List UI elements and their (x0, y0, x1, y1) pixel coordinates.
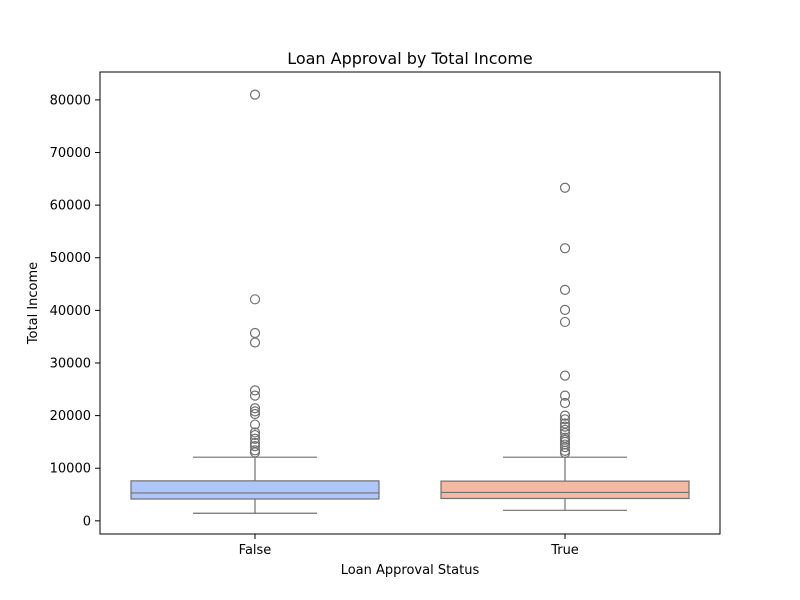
outlier-point (559, 370, 571, 381)
y-tick-label: 0 (83, 514, 91, 529)
y-tick-label: 60000 (50, 199, 91, 214)
outlier-point (249, 433, 261, 444)
outlier-point (559, 410, 571, 421)
box-group-true (440, 182, 690, 511)
plot-area (130, 89, 690, 514)
outlier-point (559, 304, 571, 315)
box-iqr (130, 480, 380, 500)
outlier-point (559, 316, 571, 328)
outlier-point (559, 390, 571, 401)
outlier-point (559, 424, 571, 435)
y-tick-label: 10000 (50, 462, 91, 477)
outlier-point (249, 337, 261, 348)
outlier-point (559, 397, 571, 409)
y-axis-label: Total Income (26, 262, 41, 345)
y-tick-label: 80000 (50, 93, 91, 108)
outlier-point (559, 284, 571, 295)
outlier-point (249, 385, 261, 396)
outlier-point (249, 441, 261, 452)
x-tick-label: False (239, 543, 272, 558)
plot-frame (99, 71, 721, 535)
outlier-point (559, 243, 571, 254)
outlier-point (559, 447, 571, 459)
outlier-point (249, 429, 261, 441)
chart-title: Loan Approval by Total Income (287, 49, 533, 68)
y-tick-label: 50000 (50, 251, 91, 266)
outlier-point (249, 419, 261, 430)
outlier-point (249, 408, 261, 420)
y-tick-label: 70000 (50, 146, 91, 161)
outlier-point (559, 421, 571, 432)
y-tick-label: 30000 (50, 356, 91, 371)
outlier-point (559, 414, 571, 425)
outlier-point (249, 427, 261, 438)
box-iqr (440, 480, 690, 500)
outlier-point (559, 182, 571, 193)
y-tick-label: 20000 (50, 409, 91, 424)
y-tick-label: 40000 (50, 304, 91, 319)
outlier-point (249, 390, 261, 401)
outlier-point (249, 294, 261, 305)
outlier-point (249, 447, 261, 458)
outlier-point (249, 327, 261, 339)
outlier-point (249, 89, 261, 100)
x-tick-label: True (550, 543, 579, 558)
box-group-false (130, 89, 380, 514)
outlier-point (249, 406, 261, 417)
x-axis-label: Loan Approval Status (341, 563, 480, 578)
outlier-point (249, 403, 261, 414)
outlier-point (559, 442, 571, 453)
